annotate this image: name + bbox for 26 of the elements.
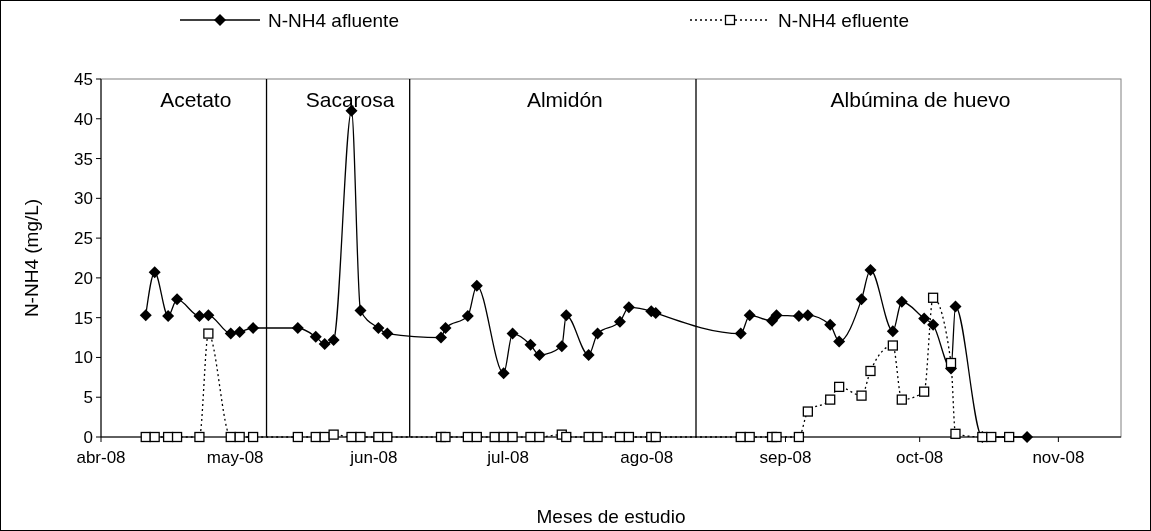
annotation: Almidón <box>526 88 603 111</box>
x-tick-label: sep-08 <box>759 448 812 467</box>
x-axis-title: Meses de estudio <box>536 506 686 527</box>
x-tick-label: jun-08 <box>349 448 398 467</box>
y-tick-label: 40 <box>74 109 93 129</box>
legend-label: N-NH4 efluente <box>778 9 909 31</box>
x-tick-label: ago-08 <box>620 448 674 467</box>
annotation: Sacarosa <box>305 88 395 111</box>
y-tick-label: 20 <box>74 268 93 288</box>
y-tick-label: 30 <box>74 189 93 209</box>
x-tick-label: may-08 <box>206 448 264 467</box>
annotation: Acetato <box>160 88 232 111</box>
y-tick-label: 45 <box>74 69 93 89</box>
y-tick-label: 5 <box>83 388 93 408</box>
x-tick-label: abr-08 <box>76 448 126 467</box>
y-axis-title: N-NH4 (mg/L) <box>21 198 42 318</box>
y-tick-label: 25 <box>74 229 93 249</box>
y-tick-label: 15 <box>74 308 93 328</box>
legend-label: N-NH4 afluente <box>268 9 399 31</box>
x-tick-label: oct-08 <box>896 448 944 467</box>
x-tick-label: nov-08 <box>1032 448 1085 467</box>
y-tick-label: 10 <box>74 348 93 368</box>
y-tick-label: 0 <box>83 427 93 447</box>
x-tick-label: jul-08 <box>486 448 529 467</box>
y-tick-label: 35 <box>74 149 93 169</box>
annotation: Albúmina de huevo <box>830 88 1011 111</box>
